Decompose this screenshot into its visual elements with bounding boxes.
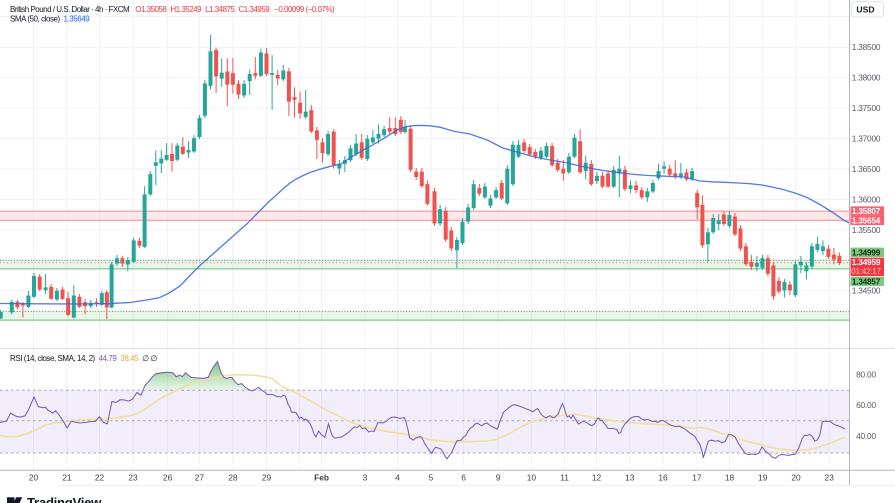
svg-text:1.35500: 1.35500	[852, 225, 881, 235]
svg-text:27: 27	[195, 473, 205, 483]
svg-text:SMA (50, close) 1.35649: SMA (50, close) 1.35649	[10, 15, 90, 24]
svg-text:1.34999: 1.34999	[852, 248, 881, 257]
svg-text:01:42:17: 01:42:17	[851, 267, 881, 276]
svg-text:1.34857: 1.34857	[852, 277, 881, 286]
svg-text:1.38500: 1.38500	[852, 42, 881, 52]
svg-text:20: 20	[29, 473, 39, 483]
svg-text:1.36500: 1.36500	[852, 164, 881, 174]
svg-text:80.00: 80.00	[856, 370, 876, 380]
svg-text:1.38000: 1.38000	[852, 73, 881, 83]
svg-text:22: 22	[95, 473, 105, 483]
svg-text:TradingView: TradingView	[27, 495, 102, 503]
svg-text:26: 26	[163, 473, 173, 483]
svg-text:1.37500: 1.37500	[852, 103, 881, 113]
svg-text:13: 13	[625, 473, 635, 483]
svg-text:20: 20	[791, 473, 801, 483]
svg-text:RSI (14, close, SMA, 14, 2) 44: RSI (14, close, SMA, 14, 2) 44.79 38.45 ∅ …	[10, 354, 157, 363]
svg-text:1.36000: 1.36000	[852, 194, 881, 204]
svg-text:9: 9	[496, 473, 501, 483]
svg-text:19: 19	[758, 473, 768, 483]
svg-text:5: 5	[429, 473, 434, 483]
svg-text:29: 29	[262, 473, 272, 483]
svg-text:3: 3	[363, 473, 368, 483]
svg-text:60.00: 60.00	[856, 400, 876, 410]
svg-text:1.34959: 1.34959	[852, 257, 881, 267]
svg-text:1.34500: 1.34500	[852, 286, 881, 296]
svg-text:28: 28	[228, 473, 238, 483]
svg-text:18: 18	[725, 473, 735, 483]
svg-text:17: 17	[692, 473, 702, 483]
svg-text:6: 6	[461, 473, 466, 483]
svg-text:1.37000: 1.37000	[852, 134, 881, 144]
svg-text:1.35807: 1.35807	[852, 207, 881, 216]
svg-text:23: 23	[825, 473, 835, 483]
svg-text:12: 12	[592, 473, 602, 483]
svg-text:16: 16	[658, 473, 668, 483]
svg-text:11: 11	[560, 473, 569, 483]
svg-text:4: 4	[395, 473, 400, 483]
svg-text:40.00: 40.00	[856, 431, 876, 441]
svg-text:USD: USD	[856, 4, 874, 14]
svg-text:1.35654: 1.35654	[852, 216, 881, 225]
svg-text:10: 10	[527, 473, 537, 483]
svg-text:21: 21	[62, 473, 72, 483]
svg-text:British Pound / U.S. Dollar ·: British Pound / U.S. Dollar · 4h · FXCM O…	[10, 5, 335, 14]
svg-text:Feb: Feb	[314, 473, 329, 483]
svg-text:23: 23	[128, 473, 138, 483]
